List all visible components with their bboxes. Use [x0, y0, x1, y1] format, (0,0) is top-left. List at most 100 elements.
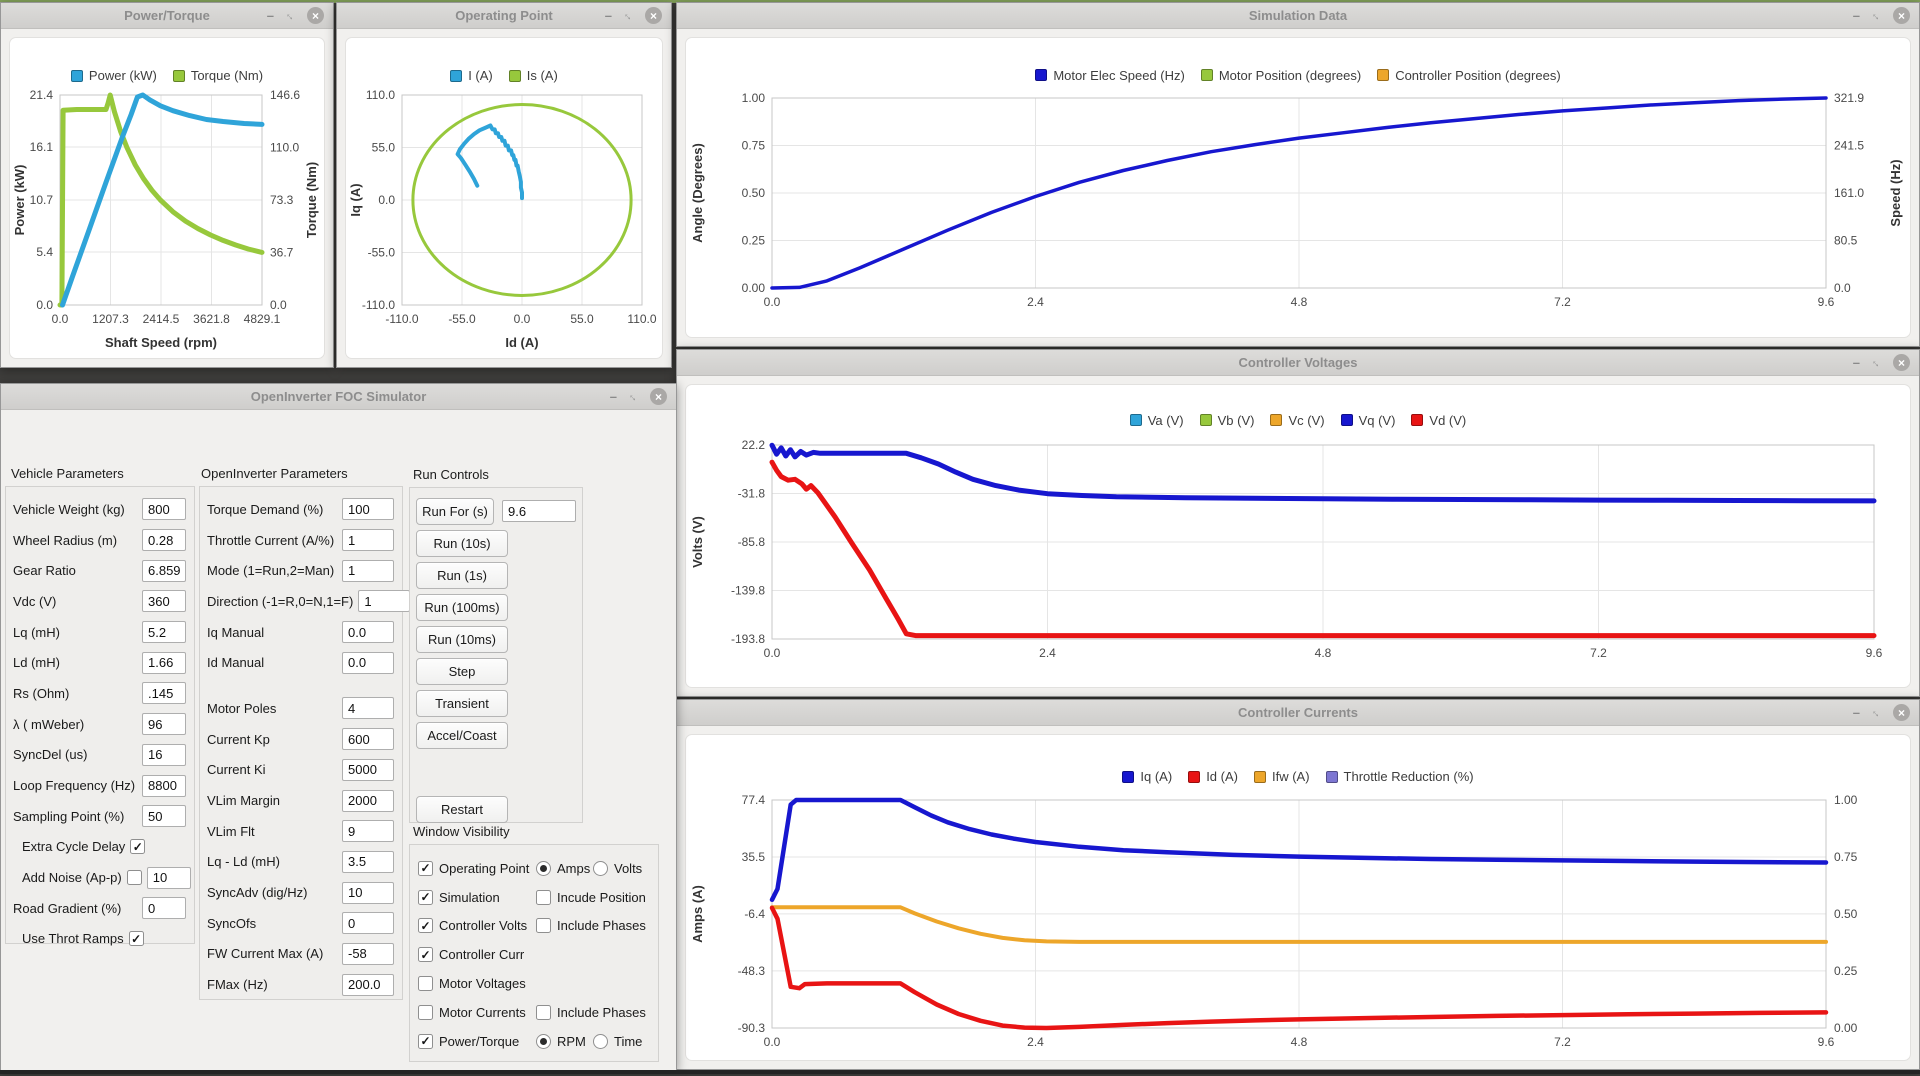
restore-button[interactable]: ↔: [1868, 7, 1884, 23]
param-input[interactable]: [342, 789, 394, 812]
checkbox[interactable]: [536, 889, 551, 905]
close-button[interactable]: ×: [1893, 704, 1910, 721]
minimize-button[interactable]: –: [1852, 355, 1860, 370]
run-button[interactable]: Run (10s): [416, 529, 508, 557]
run-button[interactable]: Run (100ms): [416, 593, 508, 621]
checkbox[interactable]: ✓: [418, 860, 433, 876]
param-input[interactable]: [342, 559, 394, 582]
param-input[interactable]: [342, 651, 394, 674]
restore-button[interactable]: ↔: [625, 388, 642, 405]
param-input[interactable]: [342, 820, 394, 843]
param-label: λ ( mWeber): [13, 716, 85, 732]
svg-text:4829.1: 4829.1: [244, 312, 281, 326]
run-button[interactable]: Step: [416, 657, 508, 685]
param-label: Lq (mH): [13, 624, 60, 640]
param-input[interactable]: [142, 713, 186, 736]
titlebar-controller-voltages[interactable]: Controller Voltages – ↔ ×: [677, 350, 1919, 376]
param-input[interactable]: [342, 912, 394, 935]
radio-button[interactable]: [593, 1033, 608, 1049]
run-row: Accel/Coast: [414, 719, 576, 751]
restart-button[interactable]: Restart: [416, 795, 508, 823]
minimize-button[interactable]: –: [1852, 705, 1860, 720]
restore-button[interactable]: ↔: [282, 7, 298, 23]
restore-button[interactable]: ↔: [620, 7, 636, 23]
param-input[interactable]: [358, 590, 411, 613]
param-input[interactable]: [342, 529, 394, 552]
restore-icon: ↔: [625, 388, 642, 405]
close-button[interactable]: ×: [650, 388, 667, 405]
window-visibility-heading: Window Visibility: [413, 824, 510, 839]
titlebar-simulation-data[interactable]: Simulation Data – ↔ ×: [677, 3, 1919, 29]
param-input[interactable]: [342, 498, 394, 521]
checkbox[interactable]: ✓: [418, 947, 433, 963]
radio-button[interactable]: [536, 860, 551, 876]
param-input[interactable]: [142, 559, 186, 582]
openinverter-parameters-group: Torque Demand (%) Throttle Current (A/%) M…: [199, 486, 411, 1000]
restore-button[interactable]: ↔: [1868, 704, 1884, 720]
checkbox[interactable]: ✓: [418, 918, 433, 934]
param-input[interactable]: [142, 774, 186, 797]
chart-legend: Va (V) Vb (V) Vc (V) Vq (V) Vd (V): [1129, 411, 1466, 429]
param-input[interactable]: [142, 743, 186, 766]
svg-text:110.0: 110.0: [366, 88, 395, 102]
checkbox[interactable]: [418, 976, 433, 992]
run-for-input[interactable]: [502, 500, 576, 522]
titlebar-operating-point[interactable]: Operating Point – ↔ ×: [337, 3, 671, 29]
titlebar-controller-currents[interactable]: Controller Currents – ↔ ×: [677, 700, 1919, 726]
close-button[interactable]: ×: [1893, 7, 1910, 24]
param-input[interactable]: [342, 621, 394, 644]
checkbox[interactable]: ✓: [130, 839, 146, 855]
param-input[interactable]: [342, 697, 394, 720]
param-input[interactable]: [342, 850, 394, 873]
visibility-extra-label: Include Phases: [557, 918, 646, 934]
param-input[interactable]: [342, 758, 394, 781]
param-input[interactable]: [142, 805, 186, 828]
svg-text:0.0: 0.0: [764, 295, 781, 309]
param-label: Gear Ratio: [13, 563, 76, 579]
param-input[interactable]: [142, 651, 186, 674]
param-label: SyncOfs: [207, 915, 257, 931]
param-input[interactable]: [146, 866, 191, 889]
param-input[interactable]: [342, 881, 394, 904]
minimize-button[interactable]: –: [266, 8, 274, 23]
close-button[interactable]: ×: [307, 7, 324, 24]
param-input[interactable]: [142, 590, 186, 613]
checkbox[interactable]: [418, 1004, 433, 1020]
taskbar[interactable]: [0, 1070, 1920, 1074]
param-input[interactable]: [142, 498, 186, 521]
checkbox[interactable]: [126, 870, 142, 886]
run-button[interactable]: Run (10ms): [416, 625, 508, 653]
minimize-button[interactable]: –: [609, 389, 617, 404]
titlebar-main[interactable]: OpenInverter FOC Simulator – ↔ ×: [1, 384, 676, 410]
checkbox[interactable]: [536, 918, 551, 934]
param-input[interactable]: [342, 942, 394, 965]
param-input[interactable]: [342, 973, 394, 996]
svg-text:4.8: 4.8: [1291, 295, 1308, 309]
close-button[interactable]: ×: [1893, 354, 1910, 371]
radio-button[interactable]: [593, 860, 608, 876]
run-button[interactable]: Accel/Coast: [416, 721, 508, 749]
param-input[interactable]: [142, 897, 186, 920]
run-button[interactable]: Transient: [416, 689, 508, 717]
restore-button[interactable]: ↔: [1868, 354, 1884, 370]
checkbox[interactable]: ✓: [128, 931, 144, 947]
param-input[interactable]: [142, 682, 186, 705]
legend-label: Ifw (A): [1271, 769, 1310, 784]
param-label: Current Ki: [207, 762, 266, 778]
legend-item: Motor Position (degrees): [1200, 68, 1361, 83]
run-button[interactable]: Run (1s): [416, 561, 508, 589]
minimize-button[interactable]: –: [1852, 8, 1860, 23]
param-input[interactable]: [142, 529, 186, 552]
svg-text:-85.8: -85.8: [738, 535, 766, 549]
minimize-button[interactable]: –: [604, 8, 612, 23]
svg-text:110.0: 110.0: [627, 312, 656, 326]
checkbox[interactable]: [536, 1004, 551, 1020]
param-input[interactable]: [342, 728, 394, 751]
titlebar-power-torque[interactable]: Power/Torque – ↔ ×: [1, 3, 333, 29]
radio-button[interactable]: [536, 1033, 551, 1049]
param-input[interactable]: [142, 621, 186, 644]
run-for-button[interactable]: Run For (s): [416, 497, 494, 525]
close-button[interactable]: ×: [645, 7, 662, 24]
checkbox[interactable]: ✓: [418, 889, 433, 905]
checkbox[interactable]: ✓: [418, 1033, 433, 1049]
